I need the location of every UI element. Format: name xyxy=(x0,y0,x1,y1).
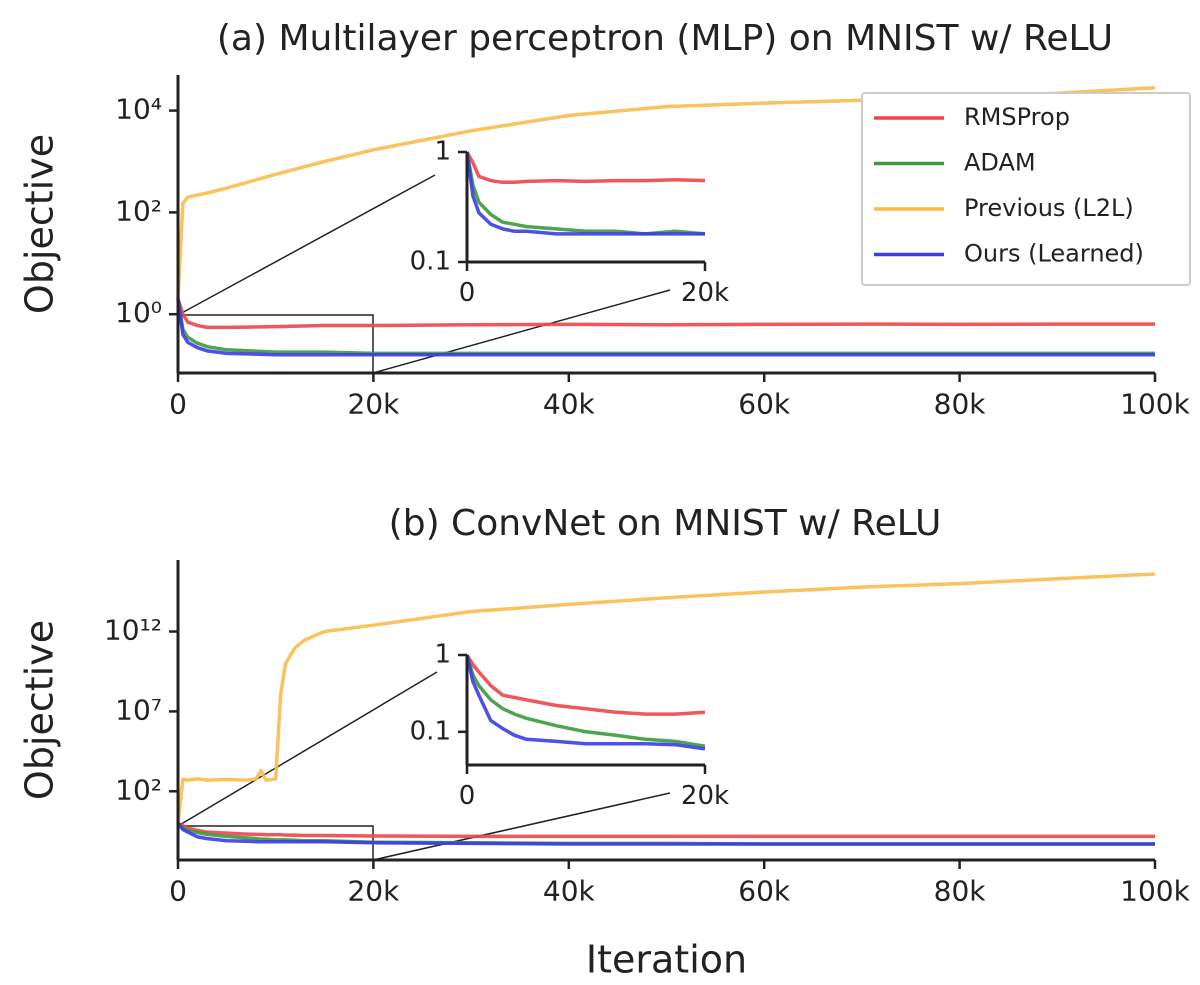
series-line xyxy=(465,654,706,748)
y-tick-label: 10⁷ xyxy=(115,693,162,726)
x-tick-label: 100k xyxy=(1120,875,1190,908)
series-line xyxy=(177,821,1155,839)
zoom-connector xyxy=(177,671,438,827)
x-tick-label: 0 xyxy=(169,875,187,908)
x-tick-label: 0 xyxy=(459,781,476,811)
x-tick-label: 0 xyxy=(169,388,187,421)
x-tick-label: 40k xyxy=(543,875,596,908)
x-tick-label: 0 xyxy=(459,278,476,308)
y-tick-label: 10¹² xyxy=(104,614,162,647)
x-tick-label: 20k xyxy=(347,875,400,908)
series-line xyxy=(176,298,1155,330)
x-tick-label: 80k xyxy=(934,875,987,908)
y-tick-label: 10⁴ xyxy=(115,93,162,126)
y-tick-label: 0.1 xyxy=(410,247,451,277)
y-tick-label: 10⁰ xyxy=(115,296,162,329)
legend-label: ADAM xyxy=(964,149,1036,177)
x-tick-label: 20k xyxy=(681,781,729,811)
x-tick-label: 60k xyxy=(738,388,791,421)
series-line xyxy=(465,654,706,716)
legend-label: Previous (L2L) xyxy=(964,194,1134,222)
series-line xyxy=(465,151,706,236)
series-line xyxy=(465,151,705,236)
legend: RMSProp ADAM Previous (L2L) Ours (Learned) xyxy=(861,92,1191,286)
series-line xyxy=(176,572,1156,824)
zoom-connector xyxy=(372,792,671,861)
x-tick-label: 80k xyxy=(934,388,987,421)
chart-title: (b) ConvNet on MNIST w/ ReLU xyxy=(389,503,942,544)
x-tick-label: 40k xyxy=(543,388,596,421)
x-axis-label: Iteration xyxy=(586,938,747,982)
x-tick-label: 100k xyxy=(1120,388,1190,421)
series-line xyxy=(465,151,706,185)
y-tick-label: 10² xyxy=(115,194,162,227)
legend-label: RMSProp xyxy=(964,103,1070,131)
zoom-connector xyxy=(177,174,436,316)
zoom-box xyxy=(177,314,374,374)
y-axis-label: Objective xyxy=(18,620,62,800)
y-tick-label: 0.1 xyxy=(410,716,451,746)
y-tick-label: 1 xyxy=(434,640,451,670)
series-line xyxy=(176,298,1155,357)
chart-title: (a) Multilayer perceptron (MLP) on MNIST… xyxy=(217,18,1113,59)
zoom-connector xyxy=(372,289,671,374)
x-tick-label: 60k xyxy=(738,875,791,908)
series-line xyxy=(465,654,706,751)
y-tick-label: 1 xyxy=(434,137,451,167)
x-tick-label: 20k xyxy=(681,278,729,308)
y-axis-label: Objective xyxy=(18,134,62,314)
series-line xyxy=(176,822,1155,846)
x-tick-label: 20k xyxy=(347,388,400,421)
legend-label: Ours (Learned) xyxy=(964,240,1144,268)
y-tick-label: 10² xyxy=(115,773,162,806)
legend-box xyxy=(861,92,1191,286)
